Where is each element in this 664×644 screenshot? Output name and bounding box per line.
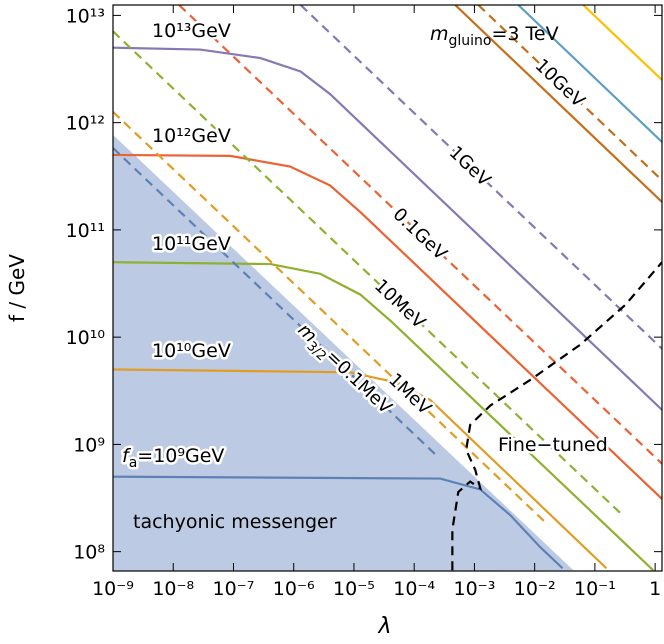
x-axis-label: λ [377, 614, 391, 639]
series-line [299, 5, 662, 350]
curve-label: 10MeV [370, 275, 430, 333]
series-line [113, 475, 564, 570]
series-line [451, 261, 662, 571]
frame [112, 4, 663, 572]
y-tick-label: 10¹⁰ [66, 327, 105, 349]
y-tick-label: 10¹³ [66, 5, 105, 27]
series-line [454, 5, 662, 203]
x-tick-label: 10⁻³ [454, 578, 496, 600]
rest: =10⁹GeV [137, 445, 224, 467]
subscript: gluino [449, 33, 492, 49]
y-tick-label: 10⁹ [73, 434, 105, 456]
curve-label: 10¹⁰GeV [152, 340, 231, 362]
tachyonic-label: tachyonic messenger [133, 511, 337, 533]
x-tick-label: 10⁻⁶ [273, 578, 315, 600]
y-tick-label: 10¹² [66, 113, 105, 135]
series-line [477, 5, 662, 182]
x-tick-label: 1 [649, 578, 661, 600]
curve-label: 10¹¹GeV [152, 233, 231, 255]
series-line [113, 30, 624, 516]
subscript: a [129, 455, 138, 471]
curve-label: 10¹³GeV [152, 20, 231, 42]
curve-label: 10¹²GeV [152, 125, 231, 147]
tachyonic-region [113, 134, 574, 571]
curve-label: 0.1GeV [389, 204, 452, 265]
x-tick-label: 10⁻⁵ [333, 578, 375, 600]
series-line [517, 5, 662, 143]
fine-tuned-label: Fine−tuned [498, 434, 608, 456]
x-tick-label: 10⁻² [514, 578, 556, 600]
series-line [178, 5, 662, 465]
series-line [113, 368, 608, 570]
series-line [113, 261, 654, 571]
gluino-label: mgluino=3 TeV [430, 23, 559, 49]
series-line [113, 46, 662, 411]
rest: =3 TeV [492, 23, 559, 45]
x-tick-label: 10⁻¹ [574, 578, 616, 600]
x-tick-label: 10⁻⁹ [92, 578, 134, 600]
plot-area [113, 5, 662, 571]
y-tick-label: 10¹¹ [66, 220, 105, 242]
x-tick-label: 10⁻⁴ [393, 578, 435, 600]
x-tick-label: 10⁻⁷ [213, 578, 255, 600]
series-line [113, 153, 662, 500]
symbol: m [430, 23, 449, 45]
x-tick-label: 10⁻⁸ [152, 578, 194, 600]
series-line [113, 111, 549, 526]
y-axis-label: f / GeV [5, 254, 29, 322]
y-tick-label: 10⁸ [73, 542, 105, 564]
series-line [582, 5, 662, 81]
